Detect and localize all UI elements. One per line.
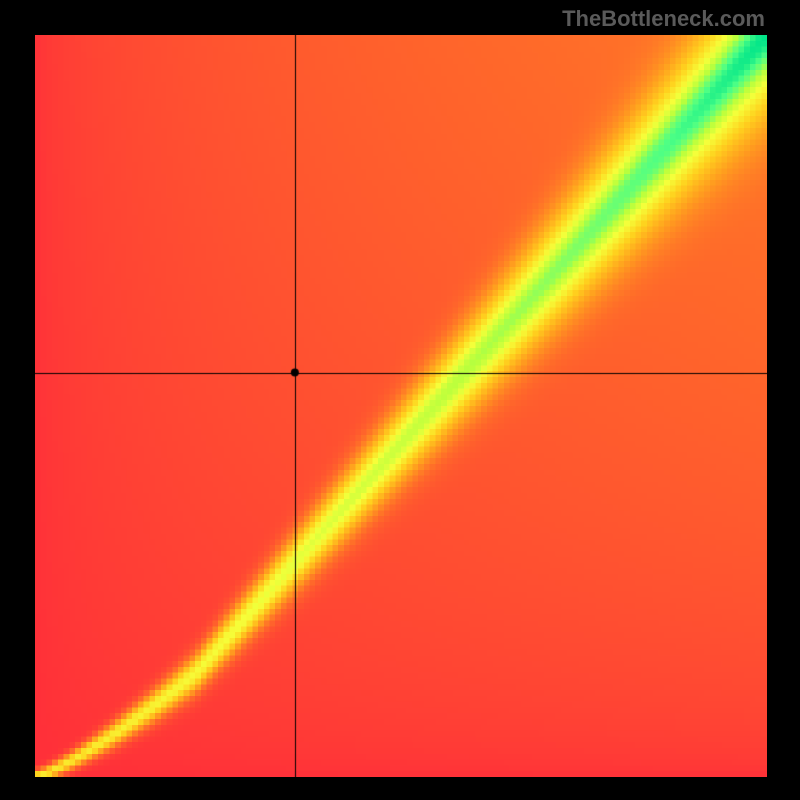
chart-container: TheBottleneck.com [0,0,800,800]
heatmap-canvas [35,35,767,777]
watermark-label: TheBottleneck.com [562,6,765,32]
